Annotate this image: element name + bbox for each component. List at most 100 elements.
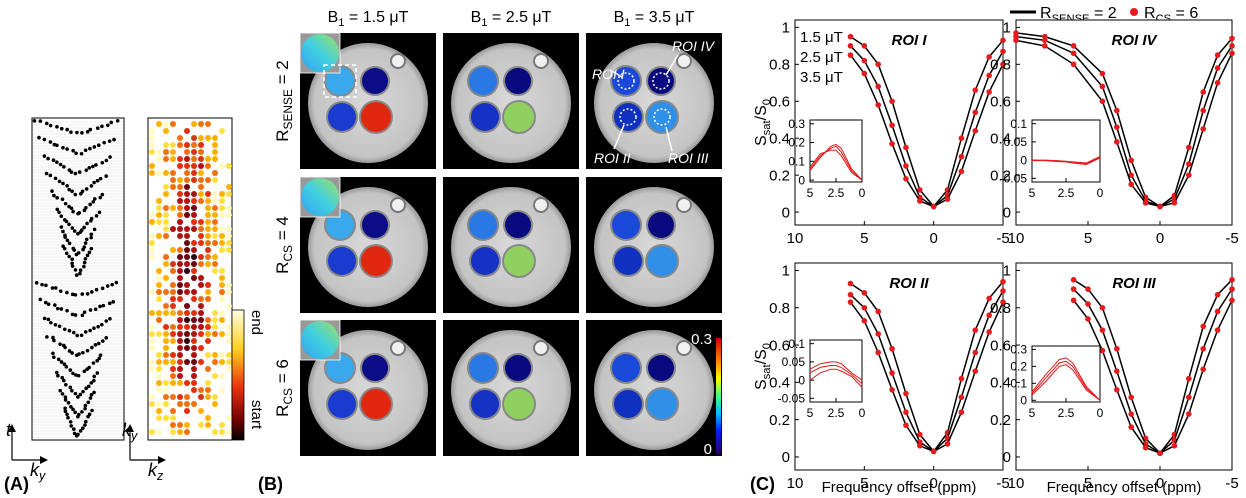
sample-dot: [219, 226, 225, 232]
sample-dot: [70, 351, 74, 355]
sample-dot: [57, 210, 61, 214]
sample-dot: [49, 321, 53, 325]
x-tick-label: 5: [860, 230, 868, 247]
sample-dot: [80, 410, 84, 414]
sample-dot: [101, 339, 105, 343]
data-point: [889, 387, 895, 393]
sample-dot: [170, 177, 176, 183]
x-tick-label: 0: [1156, 230, 1164, 247]
sample-dot: [55, 144, 59, 148]
sample-dot: [87, 400, 91, 404]
sample-dot: [44, 284, 48, 288]
sample-dot: [212, 219, 218, 225]
sample-dot: [90, 409, 94, 413]
data-point: [1186, 394, 1192, 400]
data-point: [1200, 126, 1206, 132]
colorbar-tick-label: 0: [704, 441, 712, 458]
sample-dot: [198, 163, 204, 169]
sample-dot: [74, 151, 78, 155]
sample-dot: [163, 338, 169, 344]
sample-dot: [149, 170, 155, 176]
sample-dot: [226, 415, 232, 421]
sample-dot: [170, 121, 176, 127]
sample-dot: [205, 352, 211, 358]
y-tick-label: 1: [1003, 20, 1011, 37]
data-point: [959, 376, 965, 382]
sample-dot: [163, 233, 169, 239]
sample-dot: [156, 401, 162, 407]
sample-dot: [94, 343, 98, 347]
data-point: [1000, 38, 1006, 44]
y-tick-label: 0.3: [1010, 343, 1027, 357]
sample-dot: [205, 205, 211, 211]
roi-label: ROI I: [592, 66, 625, 82]
sample-dot: [106, 284, 110, 288]
sample-dot: [205, 212, 211, 218]
sample-dot: [191, 247, 197, 253]
vial: [614, 103, 642, 131]
roi-label: ROI IV: [672, 38, 716, 54]
sample-dot: [177, 205, 183, 211]
sample-dot: [70, 189, 74, 193]
sample-dot: [226, 338, 232, 344]
sample-dot: [59, 214, 63, 218]
data-point: [931, 204, 937, 210]
sample-dot: [184, 394, 190, 400]
sample-dot: [191, 149, 197, 155]
sample-dot: [219, 317, 225, 323]
sample-dot: [75, 334, 79, 338]
sample-dot: [170, 310, 176, 316]
sample-dot: [69, 420, 73, 424]
sample-dot: [170, 380, 176, 386]
data-point: [972, 110, 978, 116]
data-point: [903, 145, 909, 151]
sample-dot: [191, 310, 197, 316]
sample-dot: [163, 394, 169, 400]
sample-dot: [156, 282, 162, 288]
sample-dot: [156, 366, 162, 372]
y-tick-label: 1: [1003, 263, 1011, 280]
sample-dot: [198, 317, 204, 323]
sample-dot: [163, 352, 169, 358]
sample-dot: [177, 142, 183, 148]
sample-dot: [156, 219, 162, 225]
sample-dot: [97, 143, 101, 147]
sample-dot: [92, 181, 96, 185]
data-point: [1172, 443, 1178, 449]
sample-dot: [73, 411, 77, 415]
x-axis-label: Frequency offset (ppm): [822, 479, 977, 496]
sample-dot: [177, 254, 183, 260]
sample-dot: [98, 196, 102, 200]
data-point: [972, 350, 978, 356]
sample-dot: [170, 282, 176, 288]
sample-dot: [184, 268, 190, 274]
data-point: [862, 290, 868, 296]
sample-dot: [212, 212, 218, 218]
data-point: [875, 62, 881, 68]
sample-dot: [170, 149, 176, 155]
sample-dot: [58, 342, 62, 346]
sample-dot: [177, 352, 183, 358]
sample-dot: [75, 131, 79, 135]
sample-dot: [87, 166, 91, 170]
sample-dot: [100, 323, 104, 327]
row-header-part: SENSE: [281, 89, 295, 129]
sample-dot: [191, 296, 197, 302]
data-point: [1200, 346, 1206, 352]
sample-dot: [156, 170, 162, 176]
sample-dot: [205, 387, 211, 393]
y-tick-label: 0.1: [788, 337, 805, 351]
data-point: [862, 58, 868, 64]
colorbar-label: start: [248, 400, 265, 430]
sample-dot: [205, 240, 211, 246]
sample-dot: [205, 324, 211, 330]
data-point: [875, 331, 881, 337]
sample-dot: [54, 323, 58, 327]
sample-dot: [71, 149, 75, 153]
sample-dot: [170, 268, 176, 274]
sample-dot: [149, 359, 155, 365]
sample-dot: [191, 352, 197, 358]
sample-dot: [156, 212, 162, 218]
sample-dot: [212, 240, 218, 246]
sample-dot: [77, 413, 81, 417]
